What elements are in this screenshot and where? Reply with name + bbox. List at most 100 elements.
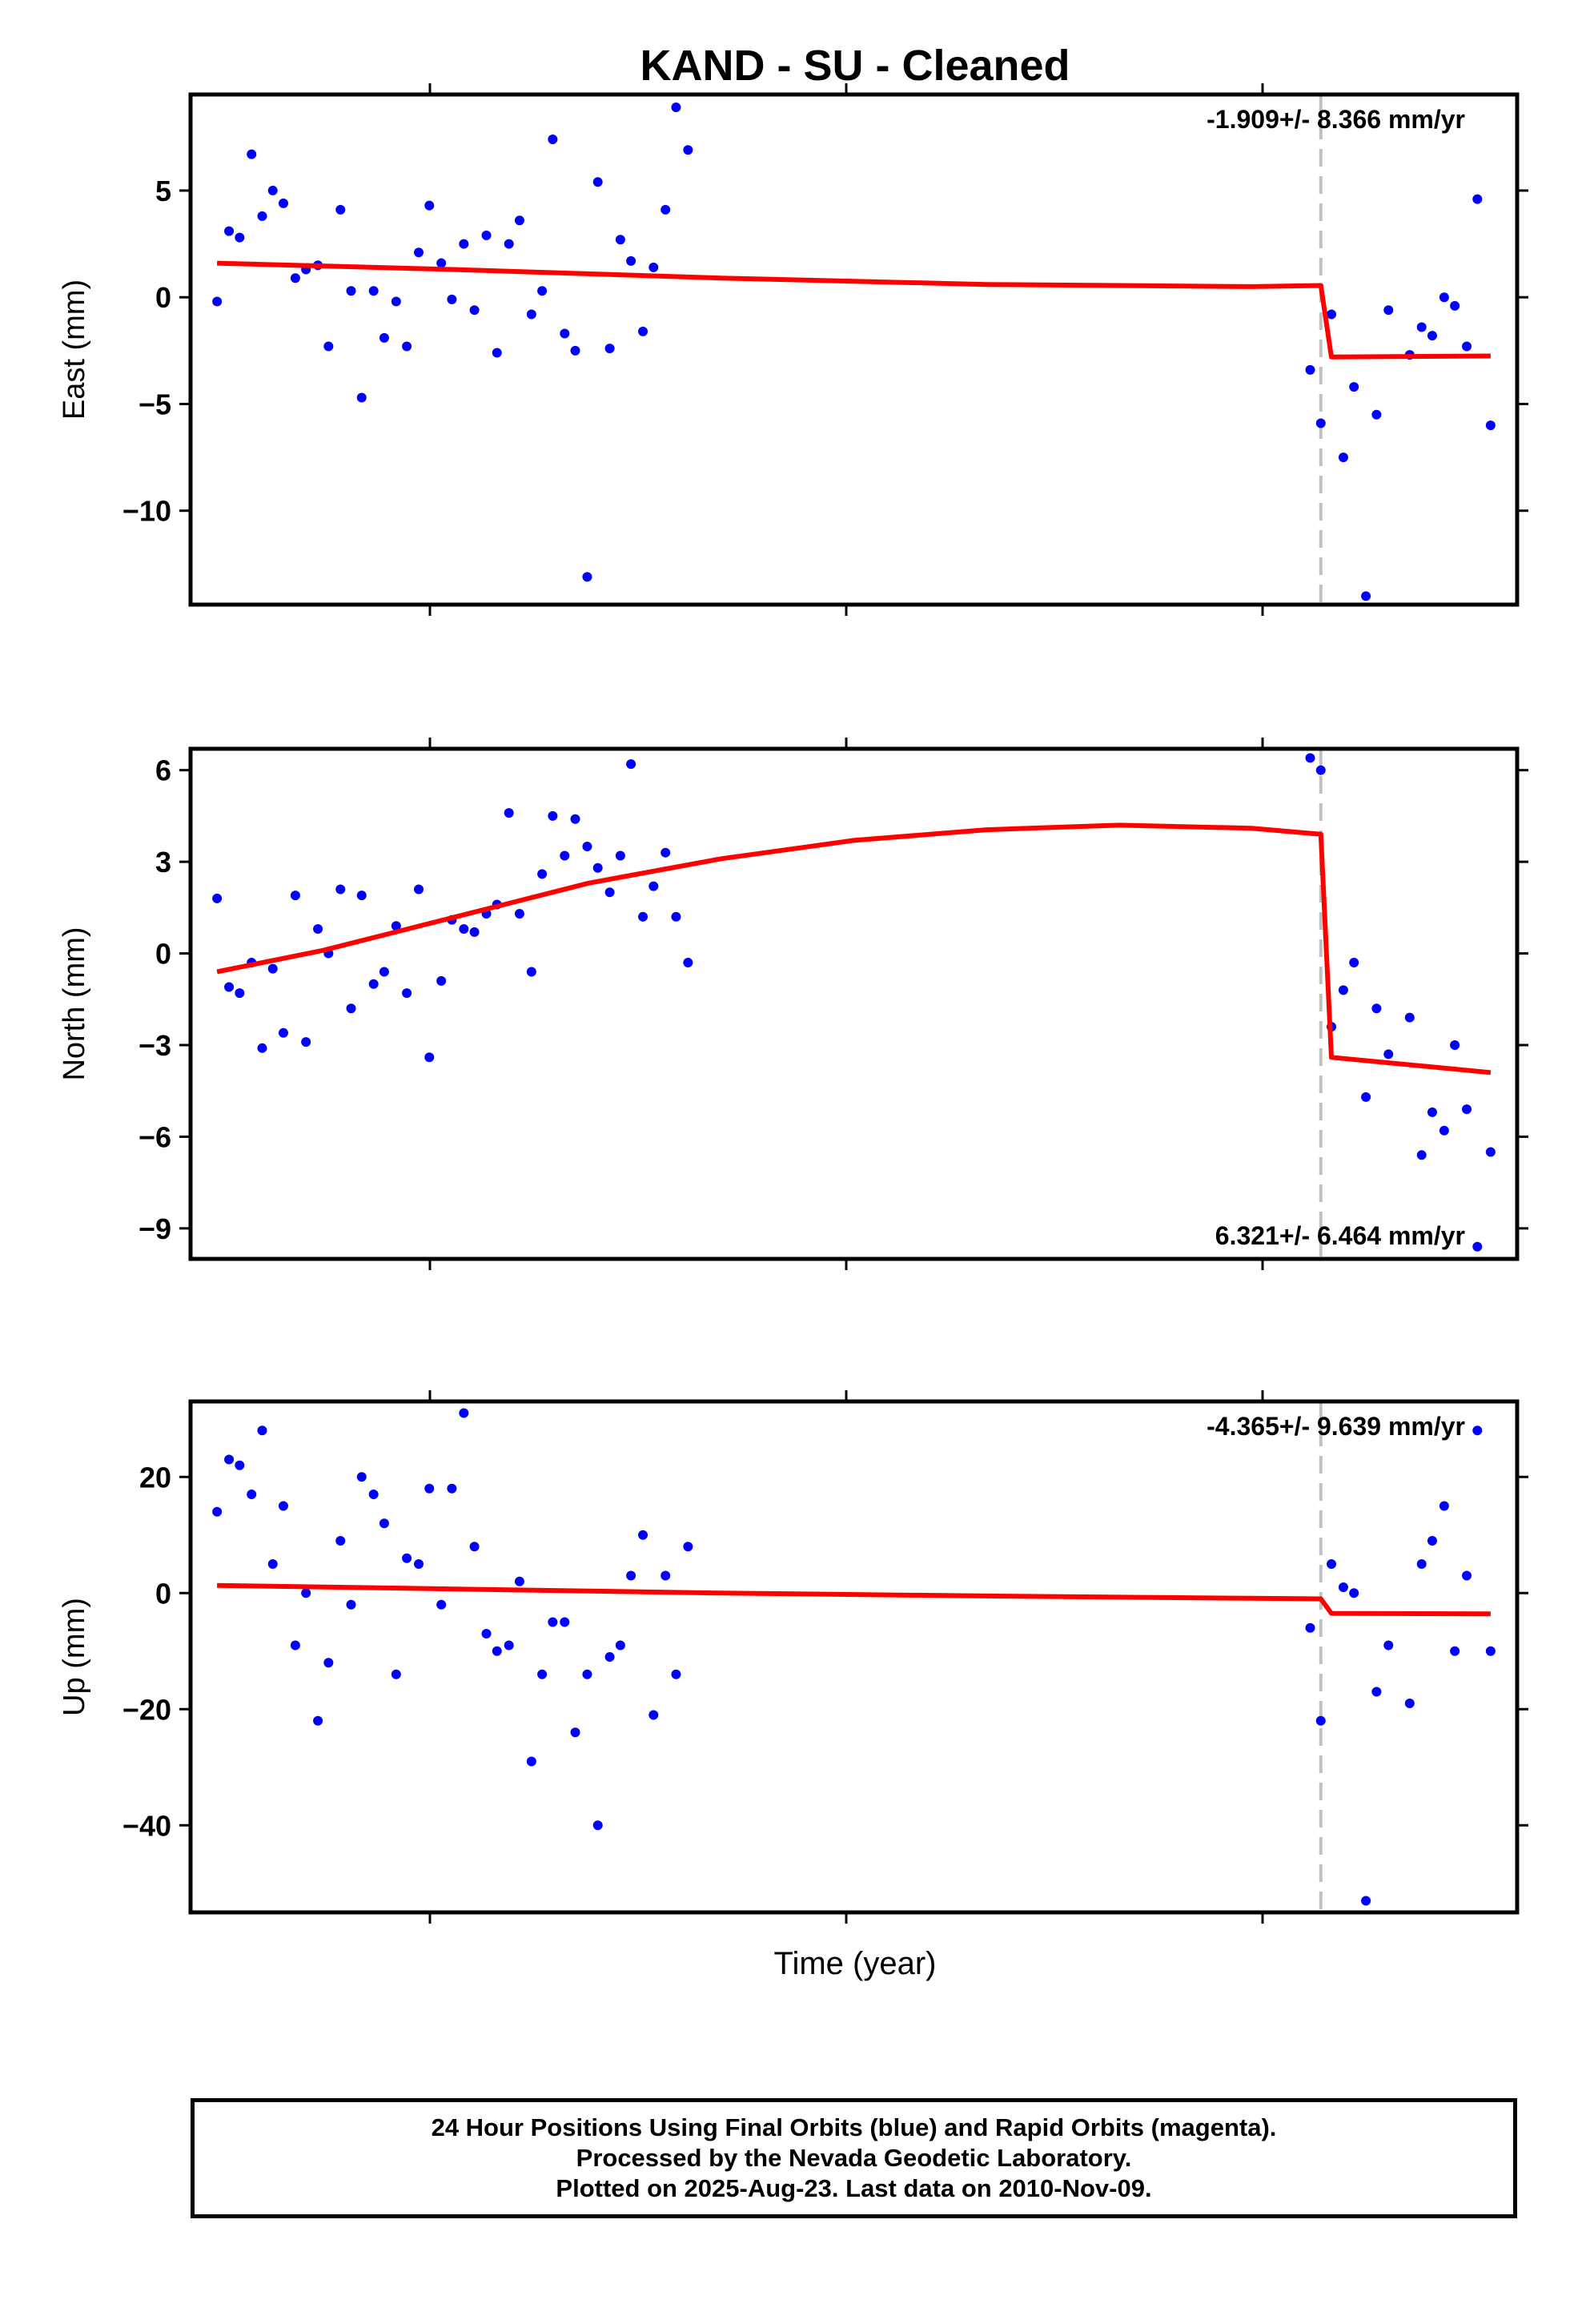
data-point-40 [661,1570,671,1581]
data-point-7 [290,891,300,901]
data-point-4 [257,1425,267,1436]
data-point-17 [402,341,412,352]
data-point-19 [424,200,435,211]
panel-east: 5 0 −5 −10 East (mm) -1.909+/- 8.366 mm/yr [58,83,1528,616]
data-point-51 [1404,1699,1415,1708]
data-point-35 [604,1652,615,1662]
data-point-32 [570,814,580,824]
data-point-14 [368,979,379,989]
data-point-45 [1327,1559,1337,1569]
data-point-58 [1485,1147,1496,1157]
y-tick-label: −6 [139,1120,171,1153]
data-point-43 [1305,753,1315,763]
data-point-23 [469,305,480,316]
data-point-8 [301,1588,311,1598]
data-point-29 [537,1669,548,1679]
data-point-5 [267,1559,278,1569]
rate-annotation: 6.321+/- 6.464 mm/yr [1215,1221,1465,1250]
data-point-29 [537,286,548,296]
y-tick-label: −10 [122,495,171,528]
data-point-12 [346,1003,356,1014]
data-point-18 [414,247,424,258]
data-point-28 [526,967,536,977]
data-point-32 [570,345,580,356]
data-point-32 [570,1727,580,1738]
data-point-42 [683,1542,693,1552]
data-point-25 [492,1646,502,1656]
data-point-48 [1361,591,1371,601]
data-point-11 [335,204,346,215]
data-point-3 [247,1490,257,1499]
data-point-11 [335,1536,346,1546]
fit-line [217,1582,1491,1617]
data-point-30 [548,1617,558,1627]
data-point-48 [1361,1092,1371,1102]
data-point-43 [1305,364,1315,375]
footer-line-1: 24 Hour Positions Using Final Orbits (bl… [431,2113,1277,2141]
data-point-48 [1361,1896,1371,1906]
data-point-58 [1485,1646,1496,1656]
data-point-44 [1315,418,1326,428]
data-point-14 [368,286,379,296]
data-point-41 [671,1669,681,1679]
y-tick-label: −5 [139,388,171,420]
data-point-22 [459,1408,469,1418]
data-point-9 [313,924,323,935]
data-point-12 [346,286,356,296]
data-point-16 [391,1669,401,1679]
data-point-6 [278,1027,288,1038]
data-point-49 [1371,1003,1382,1014]
data-point-47 [1349,382,1359,392]
y-tick-label: 0 [155,1577,171,1610]
data-point-36 [615,1640,625,1651]
data-point-34 [592,1820,603,1831]
data-point-1 [224,1454,235,1465]
data-point-31 [560,1617,570,1627]
data-point-4 [257,211,267,221]
data-point-29 [537,869,548,879]
data-point-33 [582,1669,592,1679]
data-point-23 [469,927,480,937]
data-point-36 [615,850,625,861]
data-point-56 [1462,1104,1472,1115]
data-point-55 [1450,300,1460,311]
data-point-57 [1472,1425,1483,1436]
data-point-6 [278,1501,288,1511]
y-tick-label: 0 [155,281,171,314]
data-point-37 [626,759,636,770]
data-point-54 [1439,1125,1449,1136]
data-point-2 [235,232,245,243]
data-point-19 [424,1483,435,1494]
data-point-27 [514,215,524,226]
data-point-34 [592,862,603,873]
data-point-4 [257,1043,267,1053]
data-point-15 [379,967,389,977]
data-point-39 [648,262,659,272]
data-point-37 [626,255,636,266]
data-point-12 [346,1599,356,1610]
data-point-56 [1462,341,1472,352]
data-point-34 [592,177,603,187]
data-point-10 [323,1658,334,1668]
data-point-19 [424,1052,435,1063]
data-point-6 [278,198,288,208]
data-points [212,753,1496,1252]
data-point-23 [469,1542,480,1552]
fit-line [216,822,1492,1076]
footer-line-3: Plotted on 2025-Aug-23. Last data on 201… [556,2174,1152,2202]
data-point-54 [1439,1501,1449,1511]
data-point-43 [1305,1622,1315,1633]
data-points [212,1408,1496,1906]
data-point-50 [1383,1049,1394,1059]
data-point-26 [504,808,514,818]
data-point-20 [436,258,447,268]
data-point-22 [459,924,469,935]
data-point-40 [661,847,671,858]
y-tick-label: −20 [122,1693,171,1726]
chart-title: KAND - SU - Cleaned [640,42,1070,90]
data-point-10 [323,341,334,352]
data-point-17 [402,988,412,999]
data-point-53 [1427,331,1437,341]
panel-up: 20 0 −20 −40 Up (mm) -4.365+/- 9.639 mm/yr [58,1390,1528,1924]
y-tick-label: −3 [139,1029,171,1062]
